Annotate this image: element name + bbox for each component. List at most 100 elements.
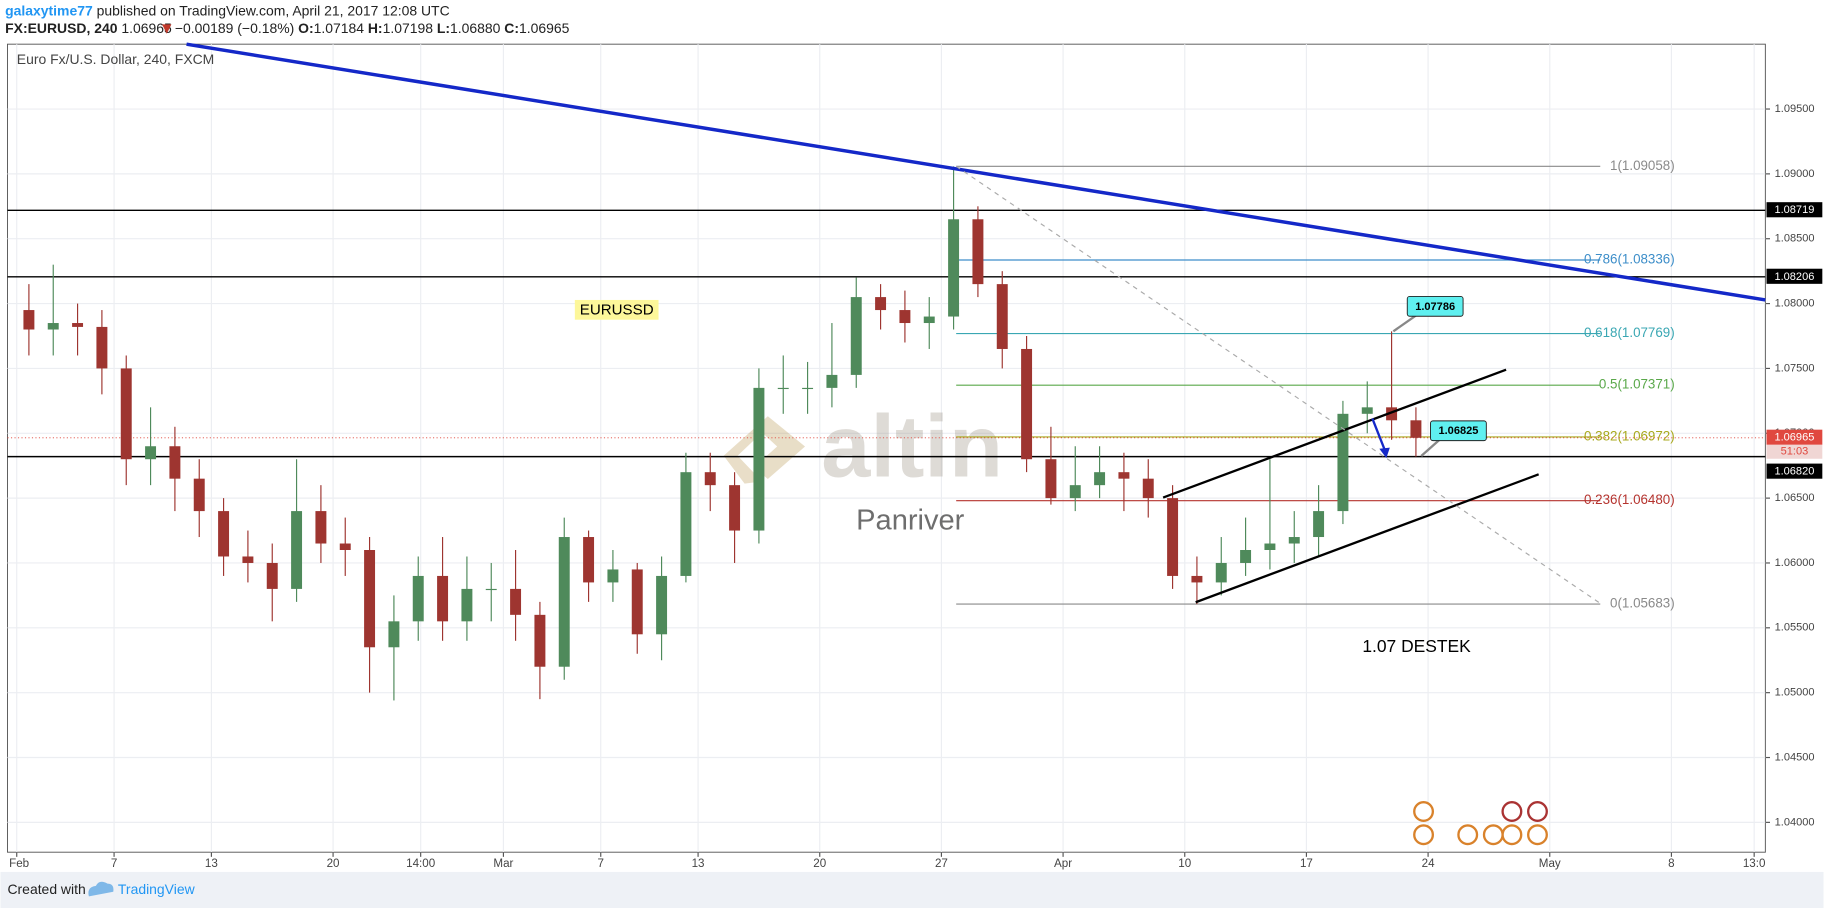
- x-tick-label: 27: [935, 857, 948, 870]
- callout-tail: [1420, 438, 1441, 457]
- candle-body: [96, 326, 108, 369]
- candle-body: [1361, 407, 1373, 414]
- channel-lower: [1195, 473, 1540, 604]
- candle-body: [1337, 413, 1349, 512]
- event-icon[interactable]: [1482, 824, 1504, 846]
- y-tick-label: 1.06000: [1775, 557, 1815, 569]
- candle-body: [1118, 472, 1130, 479]
- down-arrow: [162, 24, 172, 34]
- candle-body: [72, 323, 84, 327]
- watermark-text: altin: [821, 397, 1003, 496]
- event-icon[interactable]: [1527, 824, 1548, 846]
- candle-body: [388, 621, 400, 648]
- last: 1.06965: [121, 20, 172, 36]
- x-tick-label: 13:0: [1743, 857, 1766, 870]
- fib-label: 0.382(1.06972): [1584, 428, 1675, 443]
- candle-body: [656, 575, 668, 635]
- candle-body: [1240, 549, 1252, 563]
- candle-body: [1142, 478, 1154, 499]
- last-price-label: 1.06965: [1774, 432, 1814, 444]
- y-tick-label: 1.05000: [1775, 687, 1815, 699]
- fib-label: 0.786(1.08336): [1584, 252, 1675, 267]
- candle-body: [777, 387, 789, 390]
- candle-body: [802, 387, 814, 390]
- x-tick-label: 13: [205, 857, 218, 870]
- candle-body: [729, 485, 741, 531]
- x-tick-label: 8: [1668, 857, 1674, 870]
- plot-area: [7, 43, 1766, 853]
- candle-body: [1094, 472, 1106, 486]
- callout-label: 1.07786: [1415, 301, 1455, 313]
- candle-body: [193, 478, 205, 512]
- candle-body: [485, 588, 497, 591]
- candle-body: [364, 549, 376, 648]
- candle-body: [583, 537, 595, 583]
- last-price-box: [1766, 429, 1823, 445]
- x-tick-label: 14:00: [406, 857, 435, 870]
- event-icon[interactable]: [1527, 801, 1548, 822]
- candle-body: [1215, 562, 1227, 583]
- level-price-box: [1766, 268, 1823, 284]
- x-tick-label: Mar: [493, 857, 513, 870]
- y-tick-label: 1.06500: [1775, 492, 1815, 504]
- x-tick-label: Feb: [9, 857, 29, 870]
- ohlc-line: −0.00189 (−0.18%) O:1.07184 H:1.07198 L:…: [175, 20, 570, 36]
- x-tick-label: Apr: [1054, 857, 1072, 870]
- fib-label: 0.236(1.06480): [1584, 492, 1675, 507]
- brand[interactable]: TradingView: [118, 881, 196, 897]
- footer-text: Created with: [7, 881, 85, 897]
- candle-body: [266, 562, 278, 589]
- candle-body: [1045, 459, 1057, 499]
- x-tick-label: 7: [111, 857, 117, 870]
- x-tick-label: 17: [1300, 857, 1313, 870]
- candle-body: [169, 446, 181, 479]
- arrow-line: [1371, 418, 1387, 452]
- event-icons: [1413, 801, 1548, 846]
- candle-body: [534, 614, 546, 667]
- candle-body: [1191, 575, 1203, 583]
- fib-label: 0.5(1.07371): [1599, 377, 1675, 392]
- candle-body: [120, 368, 132, 460]
- x-tick-label: May: [1539, 857, 1561, 870]
- candle-body: [291, 511, 303, 589]
- level-price-box: [1766, 202, 1823, 218]
- y-tick-label: 1.09500: [1775, 103, 1815, 115]
- brand-logo: [88, 881, 114, 897]
- candle-body: [1313, 511, 1325, 538]
- open: 1.07184: [314, 20, 365, 36]
- event-icon[interactable]: [1413, 824, 1435, 846]
- candle-body: [218, 511, 230, 557]
- change: −0.00189 (−0.18%): [175, 20, 294, 36]
- candle-body: [996, 284, 1008, 349]
- x-tick-label: 7: [598, 857, 604, 870]
- candle-body: [850, 297, 862, 375]
- grid: [7, 44, 1766, 853]
- candle-body: [1288, 537, 1300, 544]
- level-price-label: 1.08206: [1774, 271, 1814, 283]
- y-tick-label: 1.08500: [1775, 233, 1815, 245]
- x-tick-label: 20: [327, 857, 340, 870]
- event-icon[interactable]: [1413, 801, 1435, 822]
- candle-body: [510, 588, 522, 615]
- candle-body: [972, 219, 984, 285]
- y-tick-label: 1.08000: [1775, 297, 1815, 309]
- candle-body: [923, 316, 935, 324]
- y-tick-label: 1.07500: [1775, 362, 1815, 374]
- h-label: H:: [368, 20, 383, 36]
- candles: [23, 166, 1422, 701]
- l-label: L:: [437, 20, 450, 36]
- annotation: 1.07 DESTEK: [1362, 636, 1471, 656]
- event-icon[interactable]: [1501, 824, 1523, 846]
- y-tick-label: 1.04000: [1775, 816, 1815, 828]
- event-icon[interactable]: [1457, 824, 1479, 846]
- event-icon[interactable]: [1501, 801, 1523, 822]
- x-tick-label: 10: [1178, 857, 1191, 870]
- c-label: C:: [504, 20, 519, 36]
- candle-body: [339, 543, 351, 550]
- candle-body: [1264, 543, 1276, 550]
- author[interactable]: galaxytime77: [5, 2, 93, 18]
- level-price-box: [1766, 463, 1823, 479]
- candle-body: [899, 310, 911, 324]
- annotation: EURUSSD: [580, 301, 654, 318]
